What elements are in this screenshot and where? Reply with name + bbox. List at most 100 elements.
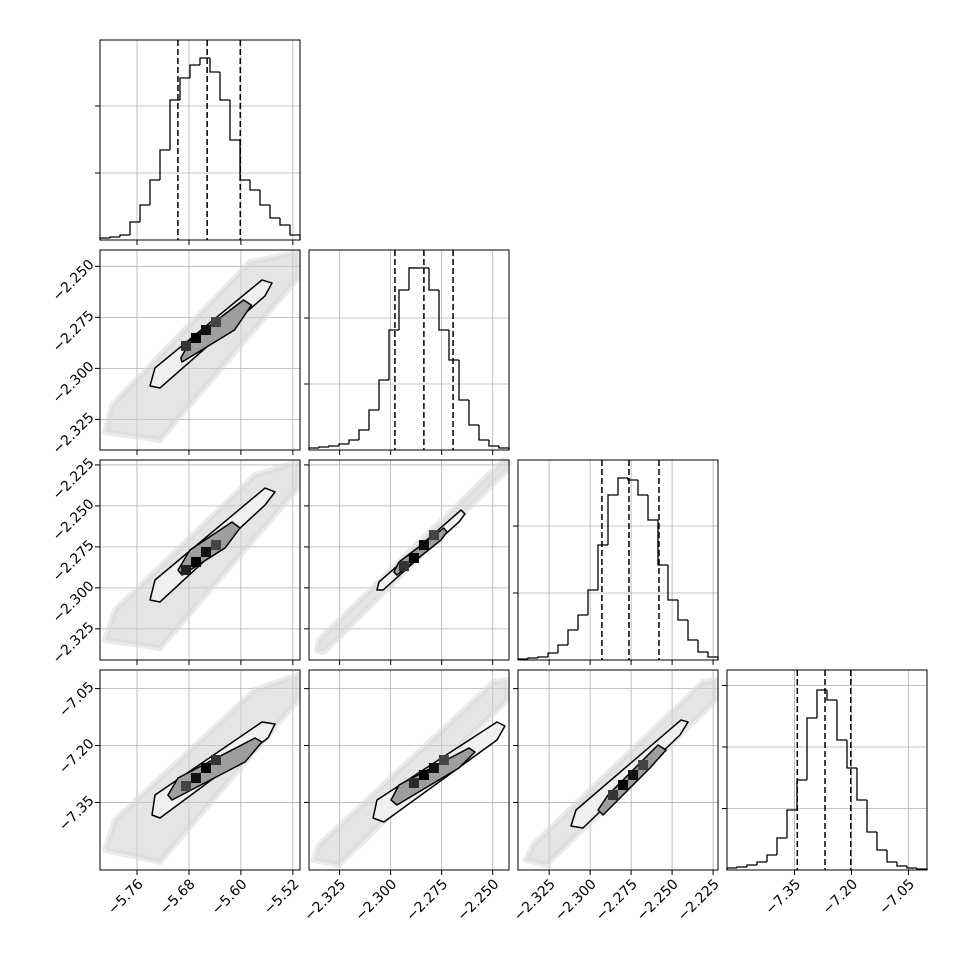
- density-cell: [180, 340, 191, 351]
- histogram-bin: [647, 494, 658, 521]
- histogram-bin: [687, 620, 698, 641]
- histogram-bin: [896, 862, 907, 867]
- histogram-bin: [766, 854, 777, 863]
- x-tick-label: −5.60: [209, 876, 251, 918]
- histogram-bin: [388, 329, 399, 380]
- histogram-bin: [289, 224, 301, 240]
- density-cell: [180, 565, 191, 575]
- histogram-bin: [368, 409, 379, 430]
- histogram-bin: [746, 864, 757, 867]
- density-cell: [190, 556, 201, 567]
- y-tick-label: −2.225: [50, 455, 98, 503]
- histogram-bin: [806, 717, 817, 781]
- sample-cloud: [310, 676, 510, 868]
- histogram-bin: [637, 479, 648, 496]
- histogram-bin: [169, 99, 180, 151]
- histogram-bin: [587, 589, 598, 615]
- y-tick-label: −7.35: [56, 793, 98, 835]
- y-tick-label: −2.250: [50, 257, 98, 305]
- histogram-bin: [219, 72, 230, 101]
- density-cell: [418, 770, 429, 781]
- histogram-bin: [428, 267, 439, 291]
- histogram-bin: [408, 267, 419, 290]
- histogram-bin: [249, 179, 260, 191]
- density-cell: [438, 755, 449, 766]
- x-tick-label: −2.325: [511, 876, 559, 924]
- density-cell: [200, 762, 211, 773]
- density-cell: [210, 540, 221, 551]
- histogram-bin: [209, 58, 220, 73]
- y-tick-label: −2.300: [50, 578, 98, 626]
- histogram-bin: [667, 564, 678, 601]
- density-cell: [200, 325, 211, 335]
- x-tick-label: −2.250: [634, 876, 682, 924]
- density-cell: [190, 332, 201, 343]
- histogram-bin: [607, 494, 618, 546]
- histogram-bin: [597, 544, 608, 590]
- histogram-bin: [229, 99, 240, 141]
- x-tick-label: −2.275: [403, 876, 451, 924]
- histogram-bin: [547, 652, 558, 657]
- histogram-bin: [318, 446, 329, 449]
- y-tick-label: −2.275: [50, 537, 98, 585]
- x-tick-label: −5.68: [157, 876, 199, 918]
- x-tick-label: −2.275: [593, 876, 641, 924]
- histogram-bin: [149, 179, 160, 206]
- x-tick-label: −7.20: [819, 876, 861, 918]
- panel-frame: [517, 669, 719, 871]
- histogram-bin: [398, 289, 409, 330]
- histogram-bin: [537, 656, 548, 658]
- histogram-bin: [448, 330, 459, 361]
- histogram-bin: [259, 190, 270, 206]
- histogram-bin: [438, 290, 449, 331]
- histogram-bin: [886, 850, 897, 863]
- density-cell: [608, 790, 619, 801]
- density-cell: [408, 553, 419, 564]
- contour-inner: [390, 747, 476, 806]
- y-tick-label: −2.300: [50, 359, 98, 407]
- histogram-bin: [876, 831, 887, 851]
- histogram-bin: [657, 519, 668, 566]
- x-tick-label: −5.52: [261, 876, 303, 918]
- y-tick-label: −2.250: [50, 496, 98, 544]
- histogram-bin: [279, 218, 290, 226]
- histogram-bin: [557, 644, 568, 654]
- histogram-bin: [348, 439, 359, 444]
- y-tick-label: −7.20: [56, 736, 98, 778]
- y-tick-label: −2.275: [50, 308, 98, 356]
- histogram-bin: [826, 689, 837, 701]
- histogram-bin: [189, 64, 200, 78]
- panel-frame: [308, 249, 510, 451]
- x-tick-label: −2.325: [301, 876, 349, 924]
- histogram-bin: [756, 861, 767, 866]
- histogram-bin: [617, 477, 628, 495]
- histogram-bin: [776, 837, 787, 855]
- density-cell: [408, 778, 419, 789]
- histogram-bin: [159, 149, 170, 180]
- panel-frame: [99, 669, 301, 871]
- histogram-bin: [527, 657, 538, 659]
- panel-frame: [308, 459, 510, 661]
- histogram-bin: [119, 234, 130, 237]
- histogram-bin: [478, 424, 489, 441]
- histogram-bin: [468, 399, 479, 426]
- histogram-bin: [567, 629, 578, 645]
- histogram-bin: [488, 439, 499, 447]
- panel-frame: [99, 39, 301, 241]
- histogram-bin: [378, 379, 389, 410]
- histogram-bin: [338, 443, 349, 446]
- x-tick-label: −7.35: [763, 876, 805, 918]
- density-cell: [418, 540, 429, 551]
- panel-frame: [517, 459, 719, 661]
- density-cell: [628, 770, 639, 781]
- histogram-bin: [498, 445, 510, 450]
- histogram-bin: [328, 445, 339, 448]
- density-cell: [200, 546, 211, 557]
- y-tick-label: −2.325: [50, 619, 98, 667]
- histogram-bin: [856, 767, 867, 801]
- panel-frame: [99, 459, 301, 661]
- x-tick-label: −2.300: [352, 876, 400, 924]
- density-cell: [210, 755, 221, 766]
- histogram-bin: [139, 204, 150, 222]
- density-cell: [428, 530, 439, 541]
